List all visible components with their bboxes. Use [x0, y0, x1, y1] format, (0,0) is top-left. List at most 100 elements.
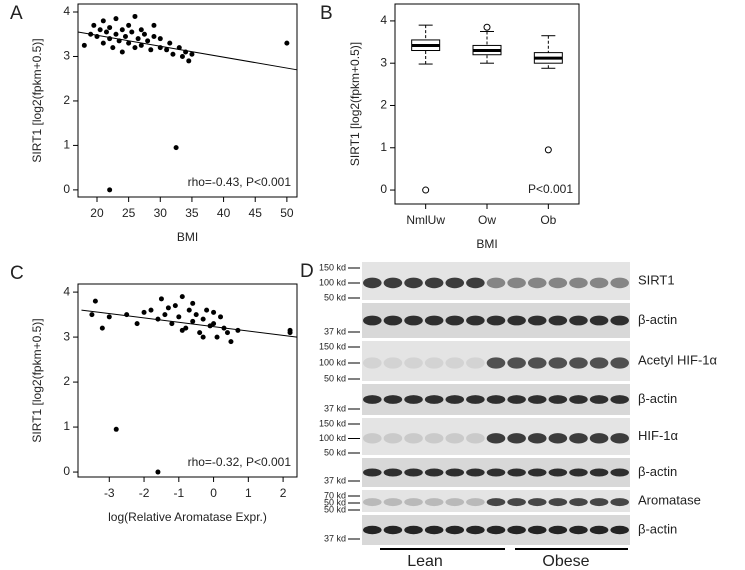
band [548, 498, 568, 507]
point [151, 33, 157, 39]
point [124, 312, 130, 318]
marker-label: 100 kd [319, 357, 346, 367]
point [169, 321, 175, 327]
point [235, 327, 241, 333]
band [610, 315, 629, 326]
point [176, 314, 182, 320]
point [113, 426, 119, 432]
band [363, 395, 382, 404]
band [527, 357, 547, 369]
band [548, 277, 568, 289]
protein-label: Acetyl HIF-1α [638, 352, 718, 367]
protein-label: HIF-1α [638, 428, 679, 443]
band [569, 357, 588, 369]
point [89, 312, 95, 318]
band [445, 468, 465, 477]
band [548, 357, 568, 369]
band [383, 315, 403, 326]
point [172, 303, 178, 309]
protein-label: SIRT1 [638, 272, 675, 287]
marker-label: 37 kd [324, 533, 346, 543]
x-tick-label: 30 [154, 206, 168, 220]
band [610, 525, 629, 535]
band [383, 357, 403, 369]
y-tick-label: 3 [63, 329, 70, 343]
x-axis-label: log(Relative Aromatase Expr.) [108, 510, 267, 524]
point [151, 22, 157, 28]
point [148, 307, 154, 313]
point [211, 309, 217, 315]
point [107, 36, 113, 42]
band [383, 433, 403, 444]
marker-label: 50 kd [324, 373, 346, 383]
point [157, 45, 163, 51]
x-tick-label: -3 [104, 486, 115, 500]
marker-label: 150 kd [319, 262, 346, 272]
y-tick-label: 2 [63, 93, 70, 107]
panel-label: C [10, 263, 24, 284]
point [167, 40, 173, 46]
band [363, 433, 382, 444]
band [466, 433, 485, 444]
band [486, 315, 506, 326]
point [110, 45, 116, 51]
band [363, 468, 382, 477]
point [138, 27, 144, 33]
point [116, 38, 122, 44]
point [164, 47, 170, 53]
point [107, 187, 113, 193]
band [404, 468, 423, 477]
band [404, 395, 423, 404]
point [224, 330, 230, 336]
annotation: rho=-0.32, P<0.001 [188, 455, 292, 469]
point [221, 325, 227, 331]
point [190, 300, 196, 306]
x-tick-label: 2 [280, 486, 287, 500]
band [424, 468, 444, 477]
band [569, 433, 588, 444]
point [138, 42, 144, 48]
x-tick-label: 45 [249, 206, 263, 220]
point [197, 330, 203, 336]
y-tick-label: 3 [63, 49, 70, 63]
point [170, 51, 176, 57]
plot-frame [77, 283, 298, 478]
point [94, 33, 100, 39]
band [445, 395, 465, 404]
band [486, 277, 506, 289]
band [527, 315, 547, 326]
band [527, 498, 547, 507]
point [122, 33, 128, 39]
band [363, 315, 382, 326]
band [404, 433, 423, 444]
band [486, 498, 506, 507]
band [527, 525, 547, 535]
band [486, 433, 506, 444]
x-tick-label: Ow [478, 213, 496, 227]
band [424, 395, 444, 404]
x-tick-label: 20 [90, 206, 104, 220]
chart: C SIRT1 [log2(fpkm+0.5)] 0 1 2 3 4 log(Relative… [10, 263, 298, 524]
band [507, 433, 526, 444]
x-tick-label: 0 [210, 486, 217, 500]
band [610, 357, 629, 369]
marker-label: 37 kd [324, 403, 346, 413]
point [91, 22, 97, 28]
point [218, 314, 224, 320]
fit-line [81, 309, 298, 338]
band [507, 277, 526, 289]
marker-label: 50 kd [324, 497, 346, 507]
band [486, 395, 506, 404]
y-axis-label: SIRT1 [log2(fpkm+0.5)] [348, 42, 362, 166]
point [228, 339, 234, 345]
point [145, 38, 151, 44]
band [404, 357, 423, 369]
point [165, 305, 171, 311]
band [569, 315, 588, 326]
point [119, 49, 125, 55]
y-tick-label: 1 [63, 419, 70, 433]
band [589, 525, 609, 535]
band [383, 498, 403, 507]
point [186, 307, 192, 313]
band [589, 357, 609, 369]
